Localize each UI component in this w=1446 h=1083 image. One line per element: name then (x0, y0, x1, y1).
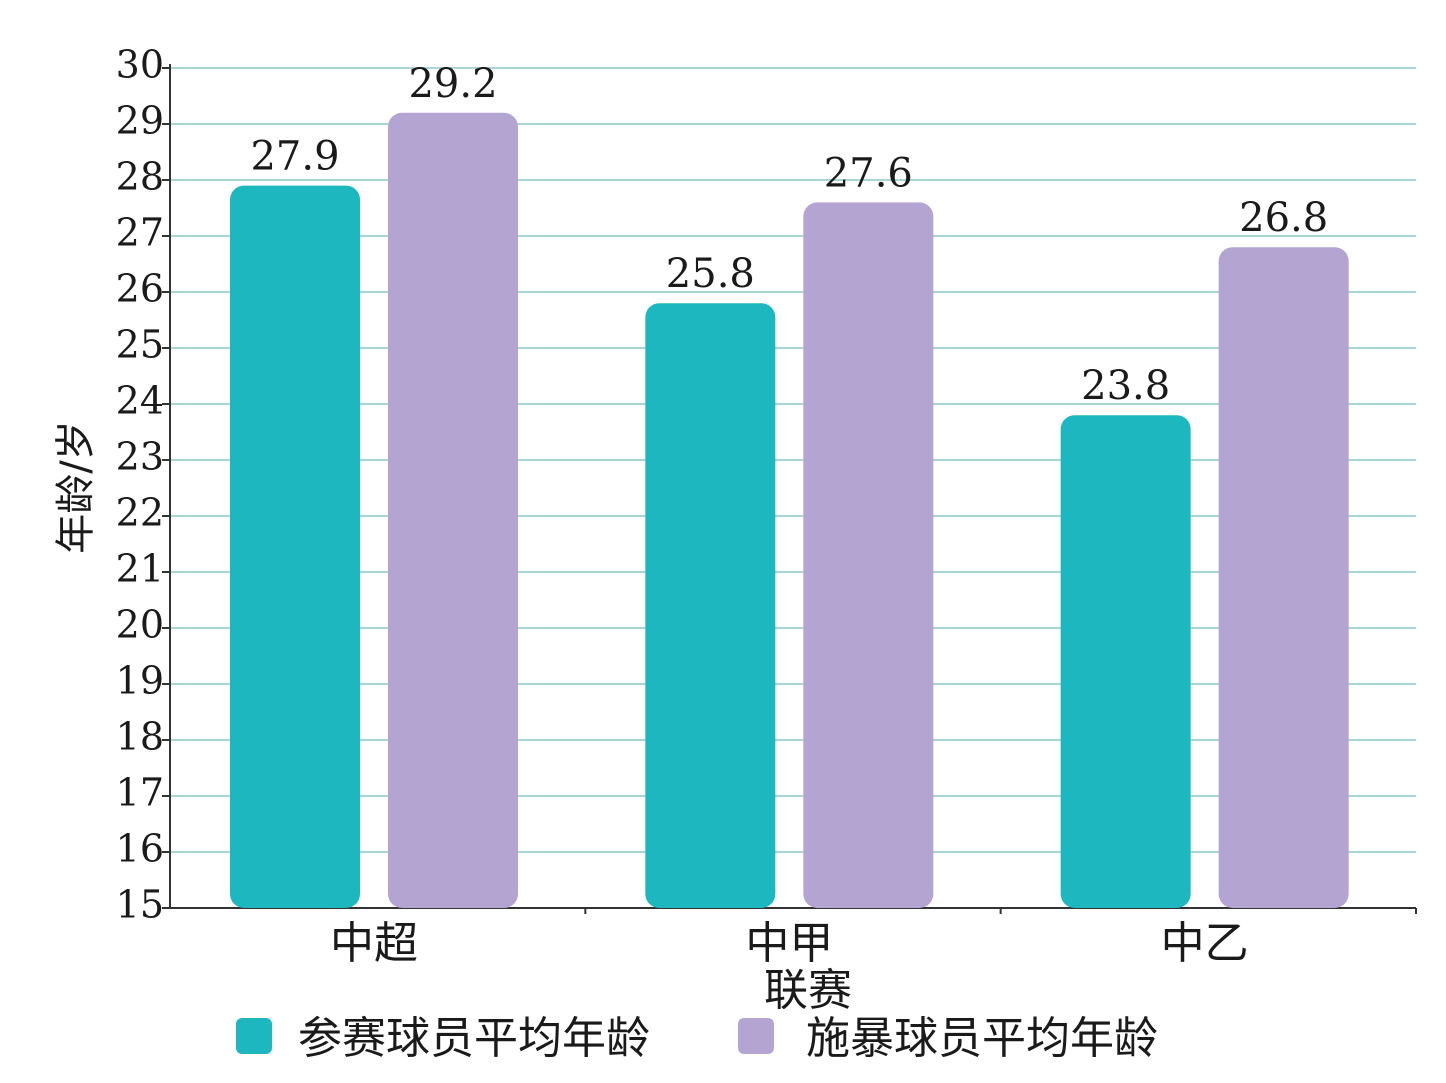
data-label: 26.8 (1239, 195, 1328, 241)
y-tick-label: 30 (116, 43, 164, 87)
bar (1060, 415, 1191, 908)
y-tick-label: 16 (116, 827, 164, 871)
data-label: 27.6 (824, 150, 913, 196)
y-axis-title: 年龄/岁 (53, 420, 99, 553)
x-axis-title: 联赛 (764, 965, 852, 1016)
legend-swatch-series-1 (236, 1018, 272, 1054)
y-tick-label: 18 (116, 715, 164, 759)
x-category-label: 中超 (330, 918, 418, 969)
legend: 参赛球员平均年龄 施暴球员平均年龄 (236, 1013, 1158, 1064)
y-tick-label: 25 (116, 323, 164, 367)
bar (230, 185, 360, 909)
y-tick-label: 29 (116, 99, 164, 143)
bar (1218, 247, 1349, 908)
bar (388, 112, 518, 909)
y-tick-label: 28 (116, 155, 164, 199)
y-tick-label: 20 (116, 603, 164, 647)
data-label: 29.2 (408, 61, 497, 107)
y-tick-labels: 15 16 17 18 19 20 21 22 23 24 25 26 27 28 29 30 (116, 43, 164, 927)
y-tick-label: 24 (116, 379, 164, 423)
legend-label-series-1: 参赛球员平均年龄 (298, 1013, 650, 1064)
data-labels: 27.9 29.2 25.8 27.6 23.8 26.8 (250, 61, 1328, 409)
y-tick-label: 17 (116, 771, 164, 815)
y-tick-label: 22 (116, 491, 164, 535)
x-category-labels: 中超 中甲 中乙 (330, 918, 1249, 969)
axes (162, 64, 1417, 914)
bars (230, 112, 1349, 909)
y-tick-label: 19 (116, 659, 164, 703)
legend-swatch-series-2 (738, 1018, 774, 1054)
y-tick-label: 15 (116, 883, 164, 927)
y-tick-label: 21 (116, 547, 164, 591)
y-tick-label: 27 (116, 211, 164, 255)
x-category-label: 中甲 (745, 918, 833, 969)
data-label: 25.8 (666, 251, 755, 297)
y-tick-label: 26 (116, 267, 164, 311)
grid-lines (170, 67, 1416, 853)
data-label: 23.8 (1081, 363, 1170, 409)
bar (803, 202, 934, 908)
y-tick-label: 23 (116, 435, 164, 479)
bar (645, 303, 776, 908)
x-category-label: 中乙 (1161, 918, 1249, 969)
data-label: 27.9 (250, 134, 339, 180)
legend-label-series-2: 施暴球员平均年龄 (806, 1013, 1158, 1064)
